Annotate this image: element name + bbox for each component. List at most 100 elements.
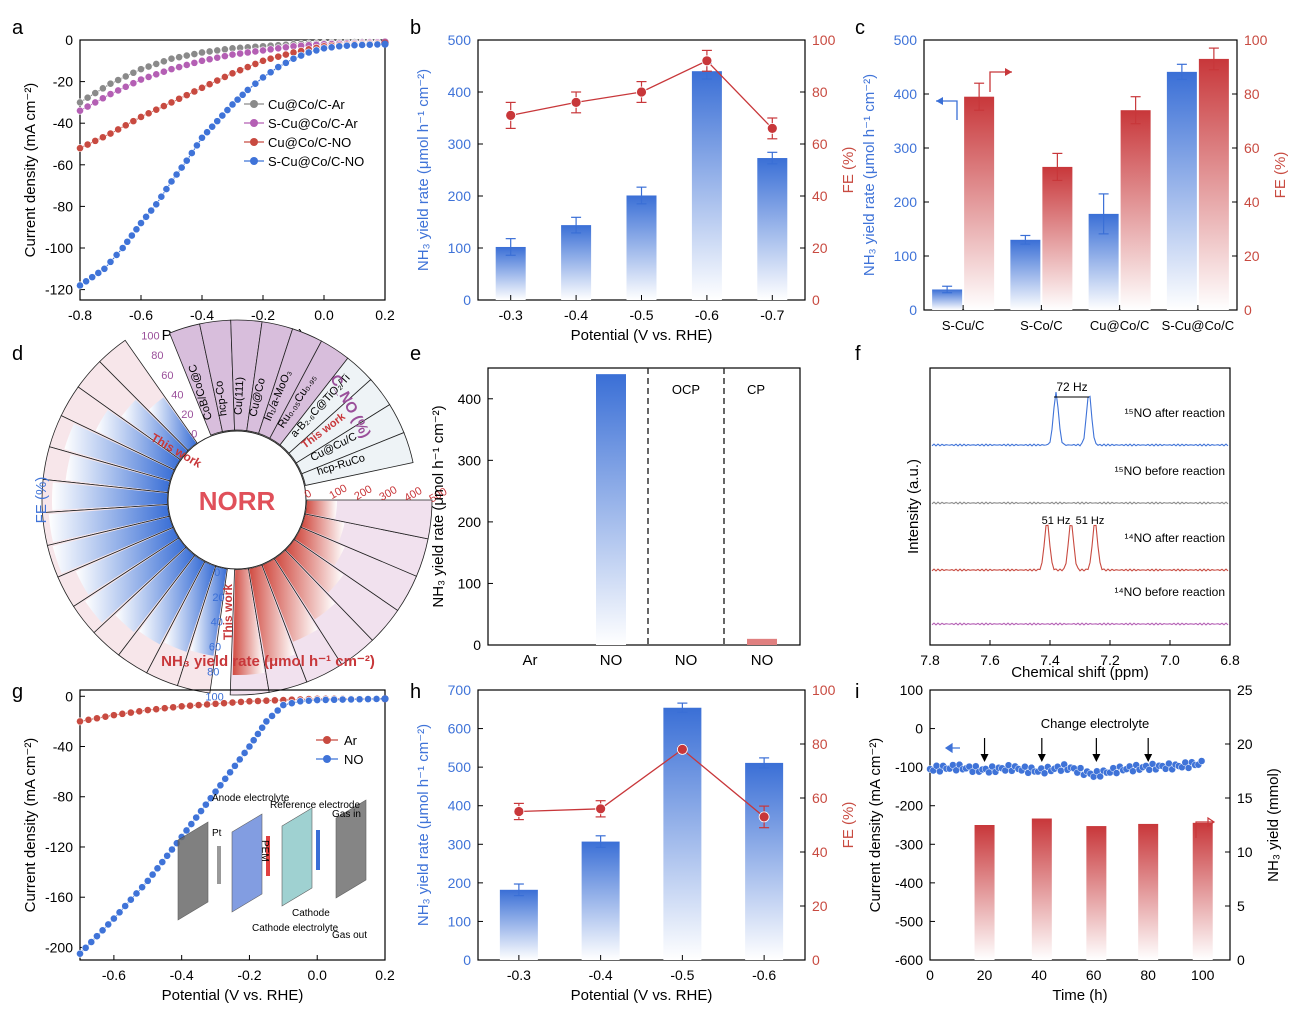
panel-i-current-point xyxy=(1057,766,1065,775)
panel-g-series-point xyxy=(163,851,172,860)
panel-a-series-point xyxy=(365,40,374,49)
panel-h-fe-point xyxy=(758,811,770,823)
panel-g-series-point xyxy=(211,787,220,796)
panel-d-fe-label: FE (%) xyxy=(33,477,50,524)
panel-a-series-point xyxy=(167,177,176,186)
panel-h-x-tick-label: -0.5 xyxy=(670,967,694,983)
panel-a-series-point xyxy=(281,50,290,59)
panel-i-x-tick-label: 100 xyxy=(1191,967,1215,983)
panel-d-fe-bar xyxy=(115,548,194,633)
panel-b-y-tick-label: 300 xyxy=(448,136,472,152)
panel-c-y2-tick-label: 80 xyxy=(1244,86,1260,102)
panel-i-change-arrowhead xyxy=(1144,754,1153,762)
panel-g-series-point xyxy=(249,736,258,745)
panel-b-y-tick-label: 0 xyxy=(463,292,471,308)
panel-a-series-point xyxy=(281,43,290,52)
panel-f-xlabel: Chemical shift (ppm) xyxy=(1011,664,1149,681)
panel-g-y-tick-label: -40 xyxy=(53,739,73,755)
panel-c-y-tick-label: 200 xyxy=(894,194,918,210)
panel-a-series-point xyxy=(175,94,184,103)
panel-g-series-point xyxy=(169,703,178,712)
panel-d-cno-sector xyxy=(169,323,223,436)
panel-b-fe-point xyxy=(570,97,582,108)
panel-g-series-point xyxy=(109,711,118,720)
panel-g-series-point xyxy=(152,705,161,714)
panel-f-series-label: ¹⁴NO after reaction xyxy=(1124,531,1225,545)
panel-i-y2-tick-label: 0 xyxy=(1237,952,1245,968)
panel-a-series-point xyxy=(228,69,237,78)
panel-f-x-tick-label: 7.8 xyxy=(920,652,940,668)
panel-h-y2-tick-label: 20 xyxy=(812,898,828,914)
panel-i-x-tick-label: 20 xyxy=(977,967,993,983)
panel-d-cno-sector xyxy=(258,328,323,439)
panel-d-fe-tick: 80 xyxy=(207,667,219,679)
panel-a-tick-label: 0 xyxy=(65,32,73,48)
panel-i-ylabel: Current density (mA cm⁻²) xyxy=(867,738,884,913)
panel-g-series-point xyxy=(220,699,228,708)
panel-a-series-point xyxy=(127,231,136,240)
panel-f-annotation: 51 Hz xyxy=(1076,515,1105,527)
panel-c-x-tick-label: Cu@Co/C xyxy=(1090,318,1149,333)
panel-b-yield-bar xyxy=(626,195,657,300)
panel-e-chart: 0 100 200 300 400 NH₃ yield rate (μmol h⁻¹ cm… xyxy=(430,367,801,669)
panel-a-series-point xyxy=(187,149,196,157)
panel-g-inset-label: Cathode electrolyte xyxy=(252,923,339,934)
panel-e-bar xyxy=(596,374,626,645)
panel-f-series-label: ¹⁵NO before reaction xyxy=(1115,464,1225,478)
panel-a-series-point xyxy=(335,42,344,51)
panel-h-y2-tick-label: 0 xyxy=(812,952,820,968)
panel-a-series-point xyxy=(144,109,153,118)
panel-g-series-point xyxy=(138,883,147,892)
panel-b-y2-tick-label: 0 xyxy=(812,292,820,308)
panel-g-inset-label: Pt xyxy=(212,828,222,839)
panel-g-series-point xyxy=(182,826,191,835)
panel-c-ylabel: NH₃ yield rate (μmol h⁻¹ cm⁻²) xyxy=(861,74,878,276)
panel-e-frame xyxy=(487,367,801,646)
panel-g-legend-label: Ar xyxy=(344,733,358,748)
panel-a-series-point xyxy=(159,67,168,76)
panel-g-legend-marker xyxy=(323,755,331,763)
panel-g-series-point xyxy=(228,698,237,707)
panel-e-x-tick-label: NO xyxy=(675,652,698,669)
panel-h-y2-tick-label: 60 xyxy=(812,790,828,806)
panel-g-y-tick-label: -120 xyxy=(45,839,73,855)
panel-g-cell-plate xyxy=(177,821,209,921)
panel-g-ylabel: Current density (mA cm⁻²) xyxy=(22,738,39,913)
panel-c-yield-bar xyxy=(1166,71,1197,310)
panel-a-legend-label: Cu@Co/C-NO xyxy=(268,135,351,150)
panel-a-series-point xyxy=(190,58,199,67)
panel-i-y-tick-label: -500 xyxy=(895,913,923,929)
panel-label-e: e xyxy=(410,343,421,365)
panel-i-y2-tick-label: 20 xyxy=(1237,736,1253,752)
panel-g-series-point xyxy=(364,695,372,704)
panel-b-y-tick-label: 400 xyxy=(448,84,472,100)
panel-g-series-point xyxy=(273,706,282,715)
panel-g-series-point xyxy=(158,858,167,866)
panel-g-series-point xyxy=(126,708,135,717)
panel-a-series-point xyxy=(233,95,242,104)
panel-g-series-point xyxy=(240,749,249,757)
panel-d-fe-tick: 40 xyxy=(211,617,223,629)
panel-a-series-point xyxy=(208,122,217,131)
panel-b-ylabel: NH₃ yield rate (μmol h⁻¹ cm⁻²) xyxy=(415,69,432,271)
panel-i-change-arrowhead xyxy=(980,754,989,762)
panel-f-series-label: ¹⁴NO before reaction xyxy=(1114,585,1225,599)
panel-i-current-point xyxy=(1184,764,1193,772)
panel-a-series-point xyxy=(381,40,389,48)
panel-a-series-point xyxy=(218,111,227,120)
panel-a-series-point xyxy=(266,54,275,63)
panel-a-x-tick-label: 0.0 xyxy=(314,307,334,323)
panel-h-yield-bar xyxy=(581,841,620,960)
panel-i-change-arrowhead xyxy=(1037,754,1046,762)
panel-a-series-point xyxy=(144,73,153,81)
panel-i-yield-bar xyxy=(1138,823,1159,960)
panel-g-series-point xyxy=(126,895,135,904)
panel-a-series-point xyxy=(152,60,161,68)
panel-a-series-point xyxy=(320,44,328,53)
panel-a-series-point xyxy=(251,47,260,56)
panel-a-series-point xyxy=(177,163,186,172)
panel-c-right-axis-arrow xyxy=(989,71,1012,92)
panel-a-series-point xyxy=(157,192,166,201)
panel-a-series-point xyxy=(88,273,97,282)
